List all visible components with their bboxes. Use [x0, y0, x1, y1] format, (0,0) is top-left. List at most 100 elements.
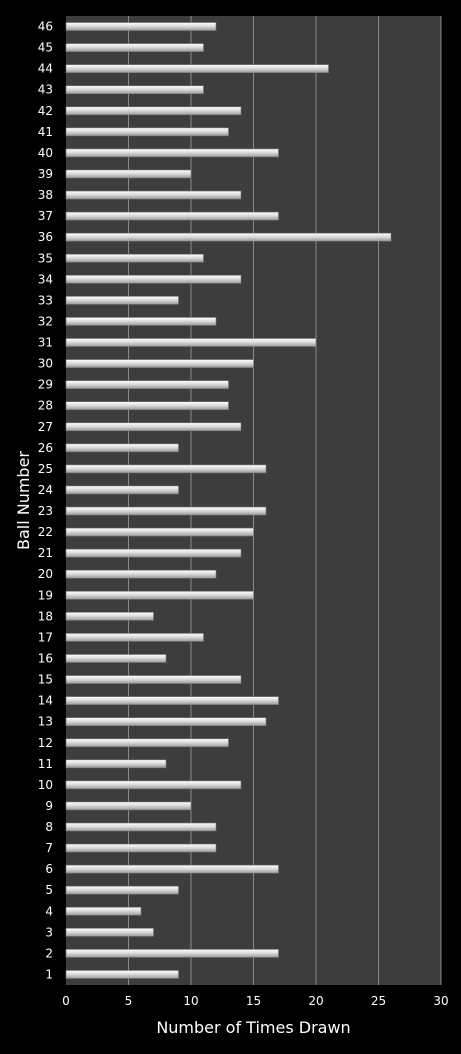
bar [65, 169, 192, 179]
bar [65, 949, 279, 958]
bar [65, 970, 179, 979]
y-tick-label: 42 [38, 104, 53, 118]
bar [65, 422, 242, 432]
bar [65, 885, 179, 895]
y-tick-label: 4 [45, 904, 53, 918]
y-tick-label: 28 [38, 399, 53, 413]
bar [65, 464, 267, 474]
bar [65, 211, 279, 221]
bar [65, 569, 217, 579]
bar [65, 612, 154, 621]
bar [65, 485, 179, 495]
bar [65, 253, 204, 263]
x-tick-label: 5 [125, 994, 133, 1008]
y-tick-label: 30 [38, 357, 53, 371]
bar [65, 738, 229, 748]
y-tick-label: 9 [45, 799, 53, 813]
y-tick-label: 12 [38, 736, 53, 750]
y-tick-label: 23 [38, 504, 53, 518]
y-tick-label: 15 [38, 673, 53, 687]
bar [65, 717, 267, 726]
bar [65, 43, 204, 52]
bar [65, 654, 167, 663]
x-tick-label: 25 [371, 994, 386, 1008]
y-tick-label: 19 [38, 588, 53, 602]
bar [65, 275, 242, 284]
y-tick-label: 5 [45, 883, 53, 897]
bar [65, 190, 242, 200]
x-tick-label: 20 [308, 994, 323, 1008]
y-tick-label: 24 [38, 483, 53, 497]
y-tick-label: 6 [45, 862, 53, 876]
bar [65, 506, 267, 516]
x-axis-ticks: 0 5 10 15 20 25 30 [62, 994, 448, 1008]
y-tick-label: 34 [38, 272, 53, 286]
bar [65, 380, 229, 389]
bar [65, 338, 317, 347]
y-tick-label: 20 [38, 567, 53, 581]
bar [65, 443, 179, 453]
y-tick-label: 38 [38, 188, 53, 202]
y-tick-label: 35 [38, 251, 53, 265]
y-tick-label: 33 [38, 293, 53, 307]
bar [65, 64, 329, 73]
y-tick-label: 25 [38, 462, 53, 476]
bar [65, 359, 254, 368]
y-tick-label: 14 [38, 694, 53, 708]
bar [65, 85, 204, 95]
y-tick-label: 18 [38, 609, 53, 623]
bar [65, 548, 242, 558]
y-tick-label: 31 [38, 336, 53, 350]
y-tick-label: 22 [38, 525, 53, 539]
y-tick-label: 29 [38, 378, 53, 392]
bar [65, 317, 217, 326]
bar [65, 906, 142, 916]
bar [65, 675, 242, 684]
bar [65, 232, 392, 242]
y-tick-label: 46 [38, 20, 53, 34]
y-tick-label: 44 [38, 62, 53, 76]
y-tick-label: 45 [38, 41, 53, 55]
y-tick-label: 1 [45, 967, 53, 981]
y-tick-label: 13 [38, 715, 53, 729]
y-tick-label: 26 [38, 441, 53, 455]
y-tick-label: 27 [38, 420, 53, 434]
y-tick-label: 41 [38, 125, 53, 139]
y-tick-label: 17 [38, 630, 53, 644]
bar [65, 780, 242, 790]
bar [65, 801, 192, 811]
y-tick-label: 37 [38, 209, 53, 223]
y-tick-label: 11 [38, 757, 53, 771]
bars [65, 22, 392, 979]
y-axis-ticks: 1234567891011121314151617181920212223242… [38, 20, 53, 982]
y-tick-label: 39 [38, 167, 53, 181]
y-tick-label: 32 [38, 314, 53, 328]
y-tick-label: 43 [38, 83, 53, 97]
y-tick-label: 8 [45, 820, 53, 834]
x-tick-label: 0 [62, 994, 70, 1008]
bar [65, 633, 204, 642]
bar [65, 759, 167, 769]
bar [65, 864, 279, 874]
y-tick-label: 21 [38, 546, 53, 560]
y-tick-label: 7 [45, 841, 53, 855]
bar [65, 822, 217, 832]
bar [65, 527, 254, 537]
bar [65, 928, 154, 937]
bar [65, 843, 217, 853]
bar [65, 106, 242, 116]
x-tick-label: 30 [433, 994, 448, 1008]
y-tick-label: 40 [38, 146, 53, 160]
x-tick-label: 10 [183, 994, 198, 1008]
bar [65, 22, 217, 31]
y-tick-label: 3 [45, 925, 53, 939]
bar [65, 401, 229, 411]
y-tick-label: 10 [38, 778, 53, 792]
y-tick-label: 36 [38, 230, 53, 244]
bar [65, 127, 229, 137]
bar [65, 696, 279, 705]
bar [65, 590, 254, 600]
x-axis-label: Number of Times Drawn [156, 1018, 350, 1037]
